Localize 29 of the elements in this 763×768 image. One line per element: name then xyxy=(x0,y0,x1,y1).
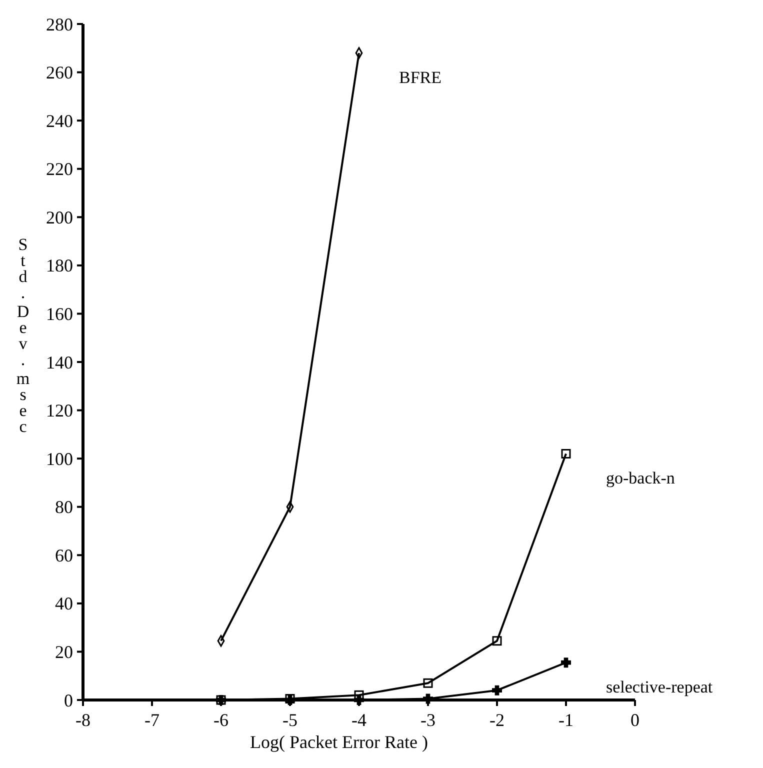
x-tick-label: -8 xyxy=(76,710,90,730)
text: Std. Dev. msec xyxy=(16,235,30,436)
y-tick-label: 160 xyxy=(46,304,73,324)
y-tick-label: 100 xyxy=(46,448,73,469)
y-tick-label: 60 xyxy=(55,545,73,566)
y-tick-label: 80 xyxy=(55,497,73,518)
x-tick-label: -4 xyxy=(352,710,366,730)
y-tick-label: 120 xyxy=(46,400,73,421)
x-tick-label: -1 xyxy=(558,710,574,730)
y-tick-label: 0 xyxy=(64,690,73,710)
y-tick-label: 180 xyxy=(46,256,73,276)
y-tick-label: 40 xyxy=(55,594,73,614)
text: go-back-n xyxy=(606,468,676,488)
y-tick-label: 140 xyxy=(46,352,73,372)
x-tick-label: -7 xyxy=(144,710,160,730)
text: BFRE xyxy=(399,68,442,87)
x-tick-label: -2 xyxy=(490,710,504,730)
x-tick-label: -5 xyxy=(282,710,298,730)
y-tick-label: 20 xyxy=(55,642,73,662)
y-tick-label: 220 xyxy=(46,159,73,180)
y-tick-label: 240 xyxy=(46,110,73,131)
y-tick-label: 200 xyxy=(46,207,73,228)
x-tick-label: -3 xyxy=(420,710,436,730)
x-tick-label: -6 xyxy=(214,710,228,730)
y-tick-label: 260 xyxy=(46,62,73,83)
x-axis-title: Log( Packet Error Rate ) xyxy=(250,732,428,752)
text: selective-repeat xyxy=(606,678,713,697)
x-tick-label: 0 xyxy=(630,710,640,730)
y-tick-label: 280 xyxy=(46,14,73,34)
